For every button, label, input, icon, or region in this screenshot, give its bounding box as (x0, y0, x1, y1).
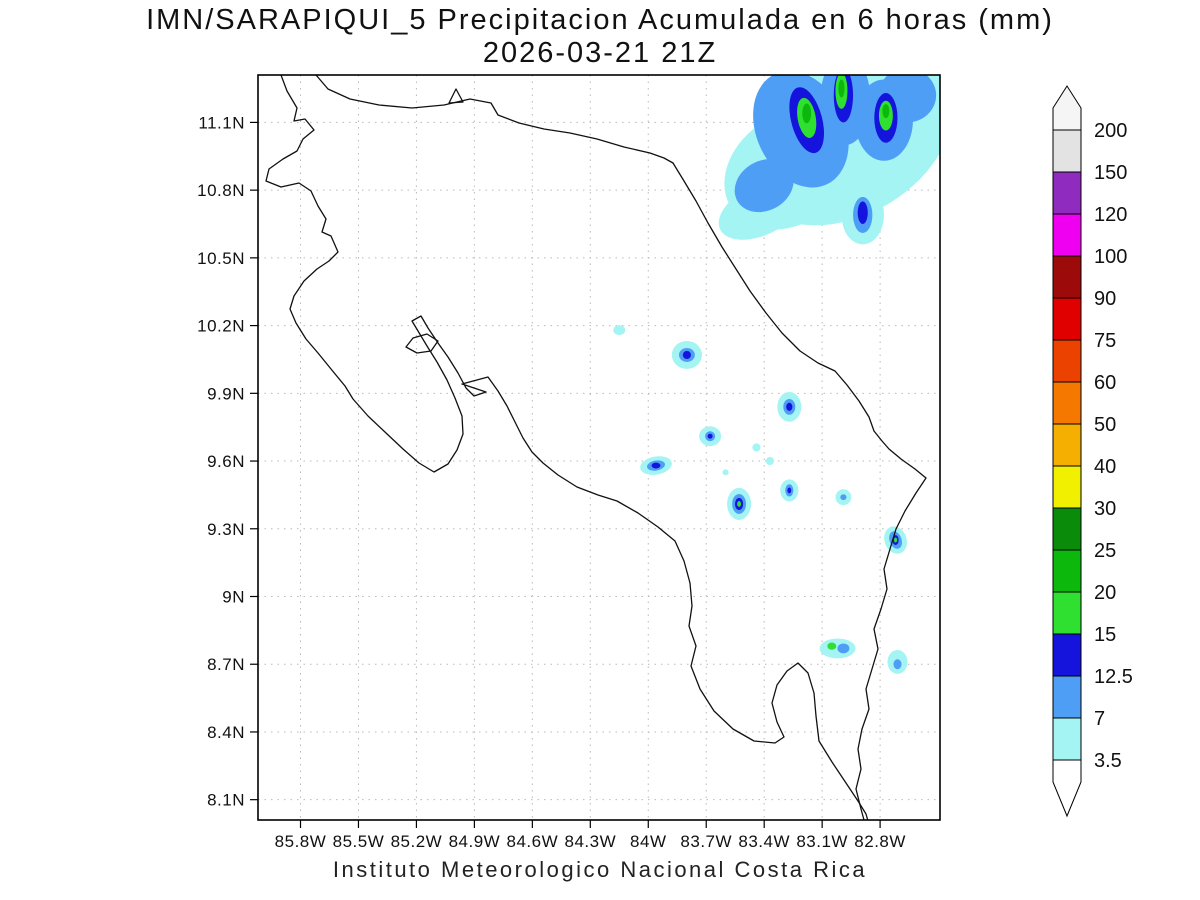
precipitation-layer (613, 75, 940, 674)
plot-frame-layer (257, 74, 941, 821)
colorbar-label: 100 (1094, 246, 1127, 268)
y-tick-label: 9.9N (207, 384, 245, 403)
precip-cell (651, 462, 661, 469)
footer-caption: Instituto Meteorologico Nacional Costa R… (332, 857, 868, 882)
y-tick-label: 9.3N (207, 520, 245, 539)
plot-border (257, 74, 941, 821)
colorbar-segment (1052, 423, 1082, 467)
colorbar-label: 12.5 (1094, 666, 1133, 688)
chart-title: IMN/SARAPIQUI_5 Precipitacion Acumulada … (146, 4, 1054, 36)
x-tick-label: 84W (630, 832, 666, 851)
colorbar-segment (1052, 675, 1082, 719)
x-tick-label: 85.2W (391, 832, 443, 851)
colorbar-segment (1052, 297, 1082, 341)
precip-cell (737, 501, 742, 507)
y-tick-label: 9.6N (207, 452, 245, 471)
colorbar-label: 60 (1094, 372, 1116, 394)
chart-title-block: IMN/SARAPIQUI_5 Precipitacion Acumulada … (0, 4, 1200, 70)
colorbar-label: 75 (1094, 330, 1116, 352)
colorbar-label: 20 (1094, 582, 1116, 604)
colorbar-label: 7 (1094, 708, 1105, 730)
precip-cell (802, 103, 812, 124)
colorbar-label: 25 (1094, 540, 1116, 562)
y-tick-label: 10.2N (197, 317, 245, 336)
colorbar-segment (1052, 255, 1082, 299)
x-tick-label: 82.8W (854, 832, 906, 851)
colorbar-segment (1052, 339, 1082, 383)
colorbar-segment (1052, 465, 1082, 509)
colorbar-above-arrow (1052, 85, 1082, 131)
precip-cell (787, 487, 792, 494)
colorbar-segment (1052, 633, 1082, 677)
x-tick-label: 83.4W (738, 832, 790, 851)
precip-cell (838, 79, 845, 98)
precip-cell (894, 537, 898, 543)
y-tick-label: 9N (222, 588, 245, 607)
x-tick-label: 84.6W (507, 832, 559, 851)
precip-cell (786, 402, 793, 411)
x-tick-label: 83.1W (796, 832, 848, 851)
colorbar-label: 30 (1094, 498, 1116, 520)
x-tick-label: 84.3W (564, 832, 616, 851)
colorbar-label: 90 (1094, 288, 1116, 310)
precip-cell (827, 642, 837, 650)
precip-cell (734, 159, 794, 213)
precip-cell (682, 350, 691, 360)
caribbean-coast-and-panama-border (672, 162, 927, 820)
colorbar-below-arrow (1052, 759, 1082, 818)
y-tick-label: 10.8N (197, 181, 245, 200)
coastline-layer (265, 75, 927, 820)
x-tick-label: 85.5W (333, 832, 385, 851)
precip-cell (752, 443, 761, 452)
y-tick-label: 10.5N (197, 249, 245, 268)
lake-nicaragua-shore-and-border (315, 75, 674, 164)
precip-cell (893, 659, 902, 670)
precip-cell (840, 494, 847, 501)
colorbar-segment (1052, 591, 1082, 635)
colorbar-segment (1052, 507, 1082, 551)
colorbar-label: 40 (1094, 456, 1116, 478)
colorbar-segment (1052, 213, 1082, 257)
chira-island (405, 333, 439, 354)
y-tick-label: 8.4N (207, 723, 245, 742)
y-tick-label: 11.1N (198, 113, 245, 132)
x-tick-label: 84.9W (449, 832, 501, 851)
chart-subtitle: 2026-03-21 21Z (482, 37, 718, 69)
colorbar-label: 120 (1094, 204, 1127, 226)
colorbar: 3.5 7 12.5 15 20 25 30 40 50 60 75 90 100 120 150 200 (1052, 85, 1133, 818)
colorbar-segment (1052, 171, 1082, 215)
colorbar-label: 50 (1094, 414, 1116, 436)
colorbar-label: 3.5 (1094, 750, 1122, 772)
colorbar-segment (1052, 381, 1082, 425)
y-tick-label: 8.7N (207, 655, 245, 674)
axis-labels-layer: 85.8W 85.5W 85.2W 84.9W 84.6W 84.3W 84W 83.7W 83… (197, 113, 906, 851)
x-tick-label: 83.7W (680, 832, 732, 851)
lake-island (448, 88, 464, 104)
colorbar-segment (1052, 717, 1082, 761)
colorbar-label: 200 (1094, 120, 1127, 142)
precip-cell (882, 104, 890, 119)
precip-cell (837, 643, 850, 654)
pacific-coastline (265, 75, 869, 820)
precip-cell (722, 469, 729, 476)
y-tick-label: 8.1N (207, 791, 245, 810)
precip-cell (707, 433, 713, 439)
precip-cell (765, 456, 775, 466)
colorbar-label: 150 (1094, 162, 1127, 184)
colorbar-segment (1052, 549, 1082, 593)
precip-cell (613, 325, 626, 336)
colorbar-label: 15 (1094, 624, 1116, 646)
colorbar-segment (1052, 129, 1082, 173)
precip-cell (857, 201, 868, 225)
x-tick-label: 85.8W (275, 832, 327, 851)
